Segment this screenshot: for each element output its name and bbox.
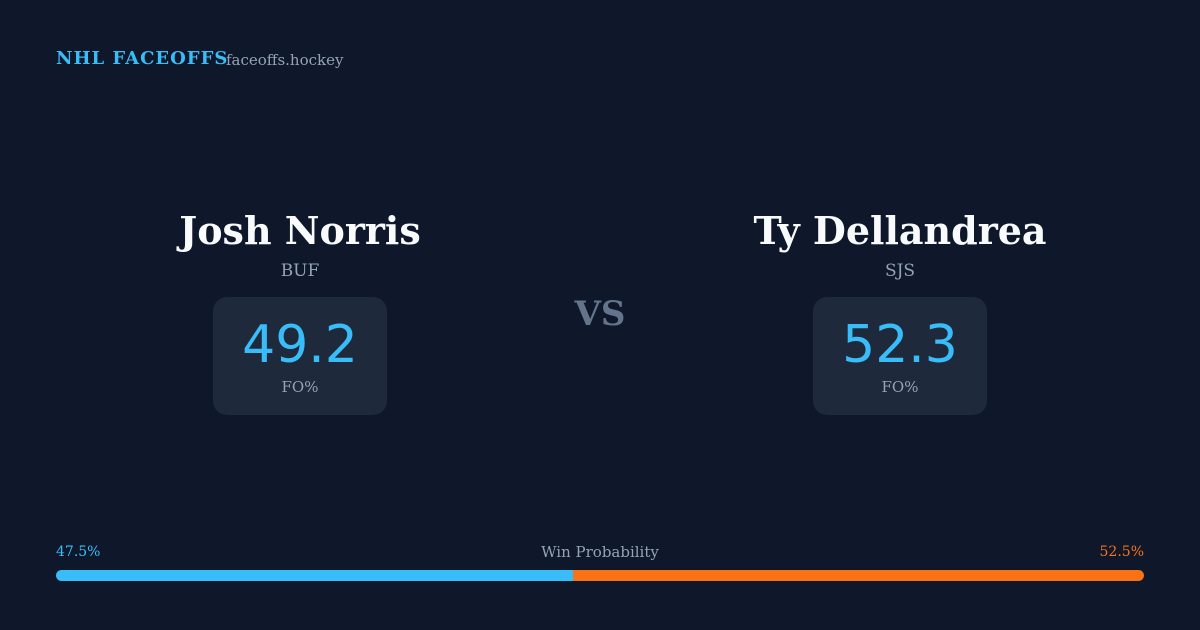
brand: NHL FACEOFFS (56, 48, 229, 69)
probability-bar (56, 570, 1144, 581)
player-card: Ty Dellandrea SJS 52.3 FO% (650, 205, 1150, 415)
player-card: Josh Norris BUF 49.2 FO% (50, 205, 550, 415)
site: faceoffs.hockey (226, 51, 344, 69)
team: SJS (884, 261, 916, 281)
player-name: Josh Norris (179, 208, 421, 253)
stat-label: FO% (881, 378, 919, 396)
team: BUF (280, 261, 320, 281)
bar-segment (572, 570, 1144, 581)
stat-value: 52.3 (842, 315, 958, 375)
player-name: Ty Dellandrea (753, 208, 1047, 253)
stat-box: 49.2 FO% (213, 297, 387, 415)
stat-box: 52.3 FO% (813, 297, 987, 415)
stat-value: 49.2 (242, 315, 358, 375)
probability-title: Win Probability (541, 543, 659, 561)
left-probability: 47.5% (56, 544, 101, 560)
stat-label: FO% (281, 378, 319, 396)
versus: VS (574, 294, 626, 334)
bar-segment (56, 570, 573, 581)
right-probability: 52.5% (1099, 544, 1144, 560)
